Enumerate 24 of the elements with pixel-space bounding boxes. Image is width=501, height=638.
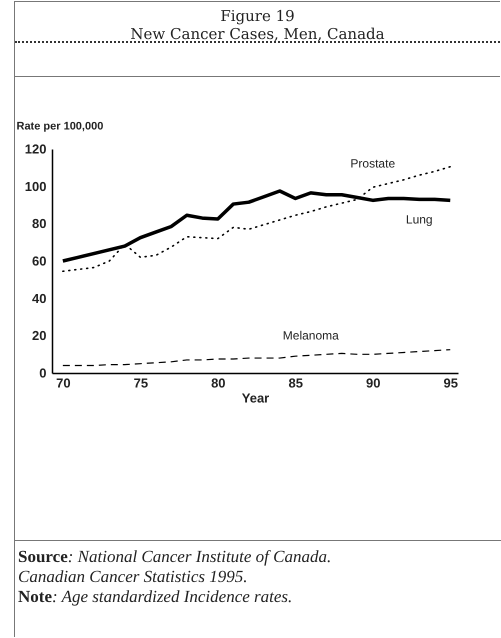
y-tick-label: 120	[24, 142, 46, 156]
x-axis-title: Year	[242, 390, 270, 406]
y-tick-label: 0	[39, 366, 46, 380]
y-axis-title: Rate per 100,000	[16, 120, 104, 132]
x-tick-label: 70	[56, 376, 71, 390]
source-note: Source: National Cancer Institute of Canada.	[18, 547, 332, 566]
x-tick-label: 85	[288, 376, 304, 390]
text: Canadian Cancer Statistics 1995.	[18, 567, 248, 586]
series-label: Lung	[406, 212, 433, 226]
x-tick-label: 80	[211, 376, 226, 390]
y-tick-label: 80	[32, 216, 46, 232]
y-tick-label: 20	[32, 328, 46, 344]
x-tick-label: 75	[134, 376, 148, 390]
y-tick-label: 40	[32, 290, 46, 306]
x-tick-label: 95	[444, 376, 458, 390]
y-tick-label: 100	[24, 178, 46, 194]
chart-subtitle: New Cancer Cases, Men, Canada	[129, 25, 386, 43]
text: Note: Age standardized Incidence rates.	[18, 587, 292, 606]
chart-title: Figure 19	[219, 7, 296, 25]
series-label: Prostate	[350, 156, 396, 170]
line-series	[62, 349, 451, 366]
series-label: Melanoma	[282, 328, 340, 342]
x-tick-label: 90	[366, 376, 381, 390]
y-tick-label: 60	[32, 254, 46, 268]
